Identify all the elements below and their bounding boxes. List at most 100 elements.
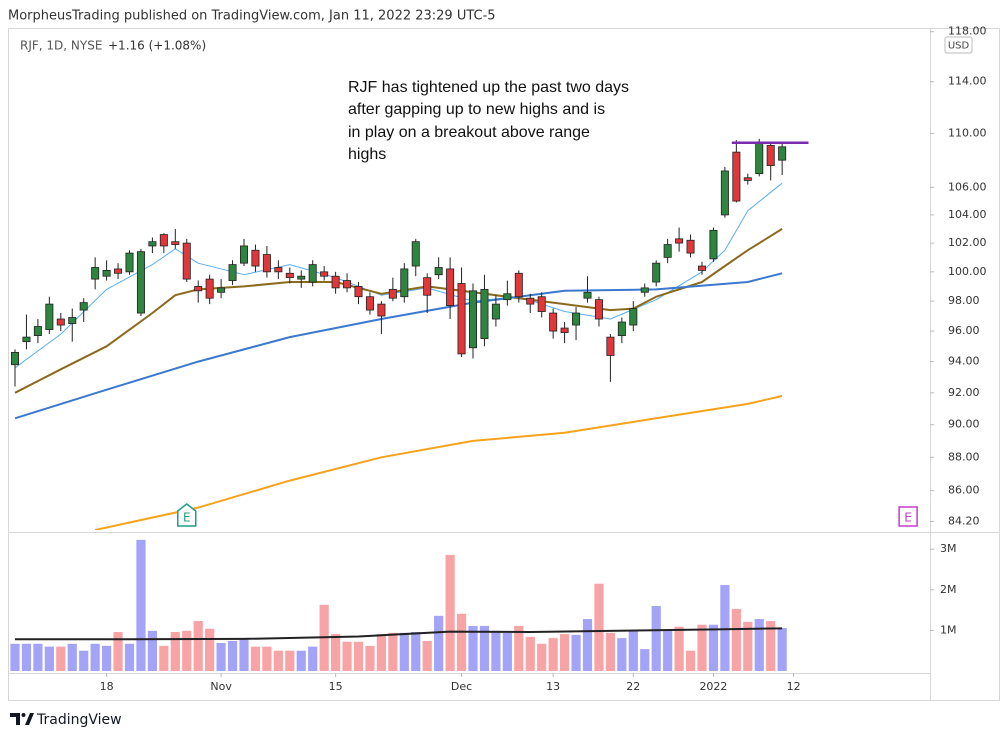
volume-bar (445, 554, 455, 671)
volume-bar (308, 646, 318, 671)
candle-body (159, 234, 168, 247)
event-label: E (183, 511, 191, 525)
candle-body (732, 151, 741, 202)
volume-bar (594, 583, 604, 671)
candle-body (217, 287, 226, 293)
x-tick-label: 15 (329, 680, 343, 693)
candle-body (205, 278, 214, 299)
volume-bar (777, 627, 787, 671)
volume-bar (754, 619, 764, 671)
candle-body (285, 272, 294, 279)
y-tick-label: 84.20 (948, 514, 980, 527)
volume-bar (182, 630, 192, 671)
y-tick-label: 86.00 (948, 484, 980, 497)
volume-bar (227, 640, 238, 671)
symbol-label: RJF, 1D, NYSE (20, 39, 102, 53)
x-tick-label: Nov (210, 680, 232, 693)
candle-body (709, 229, 718, 260)
volume-bar (514, 625, 524, 671)
candle-body (503, 293, 512, 301)
volume-bar (560, 634, 570, 671)
candle-body (423, 277, 432, 296)
candle-body (675, 238, 684, 244)
candle-body (171, 241, 180, 245)
x-tick-label: 2022 (699, 680, 727, 693)
candle-body (251, 249, 260, 267)
volume-bar (193, 621, 203, 671)
candle-body (68, 317, 77, 324)
volume-bar (273, 650, 283, 671)
candle-body (491, 303, 500, 320)
candle-body (480, 288, 489, 340)
candle-body (629, 308, 638, 326)
candle-body (778, 146, 787, 161)
candle-body (354, 286, 363, 298)
y-tick-label: 100.00 (948, 265, 987, 278)
volume-bar (525, 636, 535, 671)
candle-body (537, 296, 546, 312)
candle-body (560, 327, 569, 333)
candle-body (79, 302, 88, 311)
volume-bar (456, 613, 467, 671)
volume-tick-label: 3M (940, 542, 957, 555)
volume-bar (685, 650, 696, 671)
moving-average (94, 395, 783, 530)
y-tick-label: 114.00 (948, 75, 987, 88)
change-label: +1.16 (+1.08%) (108, 39, 206, 53)
candle-body (297, 275, 306, 280)
y-tick-label: 102.00 (948, 236, 987, 249)
volume-bar (548, 638, 558, 671)
volume-bar (296, 650, 306, 671)
volume-bar (90, 643, 100, 671)
candle-body (308, 264, 317, 283)
y-tick-label: 94.00 (948, 355, 980, 368)
candle-body (755, 142, 764, 175)
volume-bar (56, 646, 66, 671)
candle-body (148, 241, 157, 247)
candle-body (743, 177, 752, 181)
volume-bar (468, 625, 478, 671)
volume-bar (365, 645, 375, 671)
axes: 84.20 86.00 88.00 90.00 92.00 94.00 96.00 98.00… (100, 25, 987, 693)
volume-bar (376, 634, 386, 671)
price-pane (10, 138, 809, 530)
volume-bar (33, 643, 43, 671)
volume-bar (239, 638, 249, 671)
candle-body (686, 239, 695, 254)
candle-body (365, 296, 374, 311)
y-tick-label: 90.00 (948, 418, 980, 431)
volume-bar (674, 626, 684, 671)
annotation-line: after gapping up to new highs and is (348, 101, 605, 118)
y-tick-label: 92.00 (948, 386, 980, 399)
candle-body (652, 262, 661, 283)
volume-bar (479, 625, 490, 671)
candle-body (228, 264, 237, 281)
candle-body (262, 254, 271, 273)
candle-body (434, 267, 443, 276)
volume-bar (743, 621, 753, 671)
volume-bar (250, 646, 261, 671)
volume-tick-label: 2M (940, 583, 957, 596)
volume-bar (708, 624, 719, 671)
volume-bar (262, 646, 272, 671)
candle-body (45, 303, 54, 330)
candle-body (663, 244, 672, 258)
candle-body (594, 299, 603, 320)
volume-average (15, 627, 783, 641)
candle-body (33, 326, 42, 337)
x-tick-label: 13 (546, 680, 560, 693)
volume-bar (537, 643, 547, 671)
candle-body (617, 321, 626, 337)
candle-body (388, 288, 397, 299)
candle-body (468, 290, 477, 349)
candle-body (22, 336, 31, 343)
candle-body (274, 267, 283, 273)
candle-body (102, 269, 111, 277)
candle-body (56, 318, 65, 326)
candle-body (606, 336, 615, 356)
candle-body (457, 283, 466, 355)
y-tick-label: 104.00 (948, 208, 987, 221)
candle-body (572, 312, 581, 326)
volume-bar (285, 650, 295, 671)
